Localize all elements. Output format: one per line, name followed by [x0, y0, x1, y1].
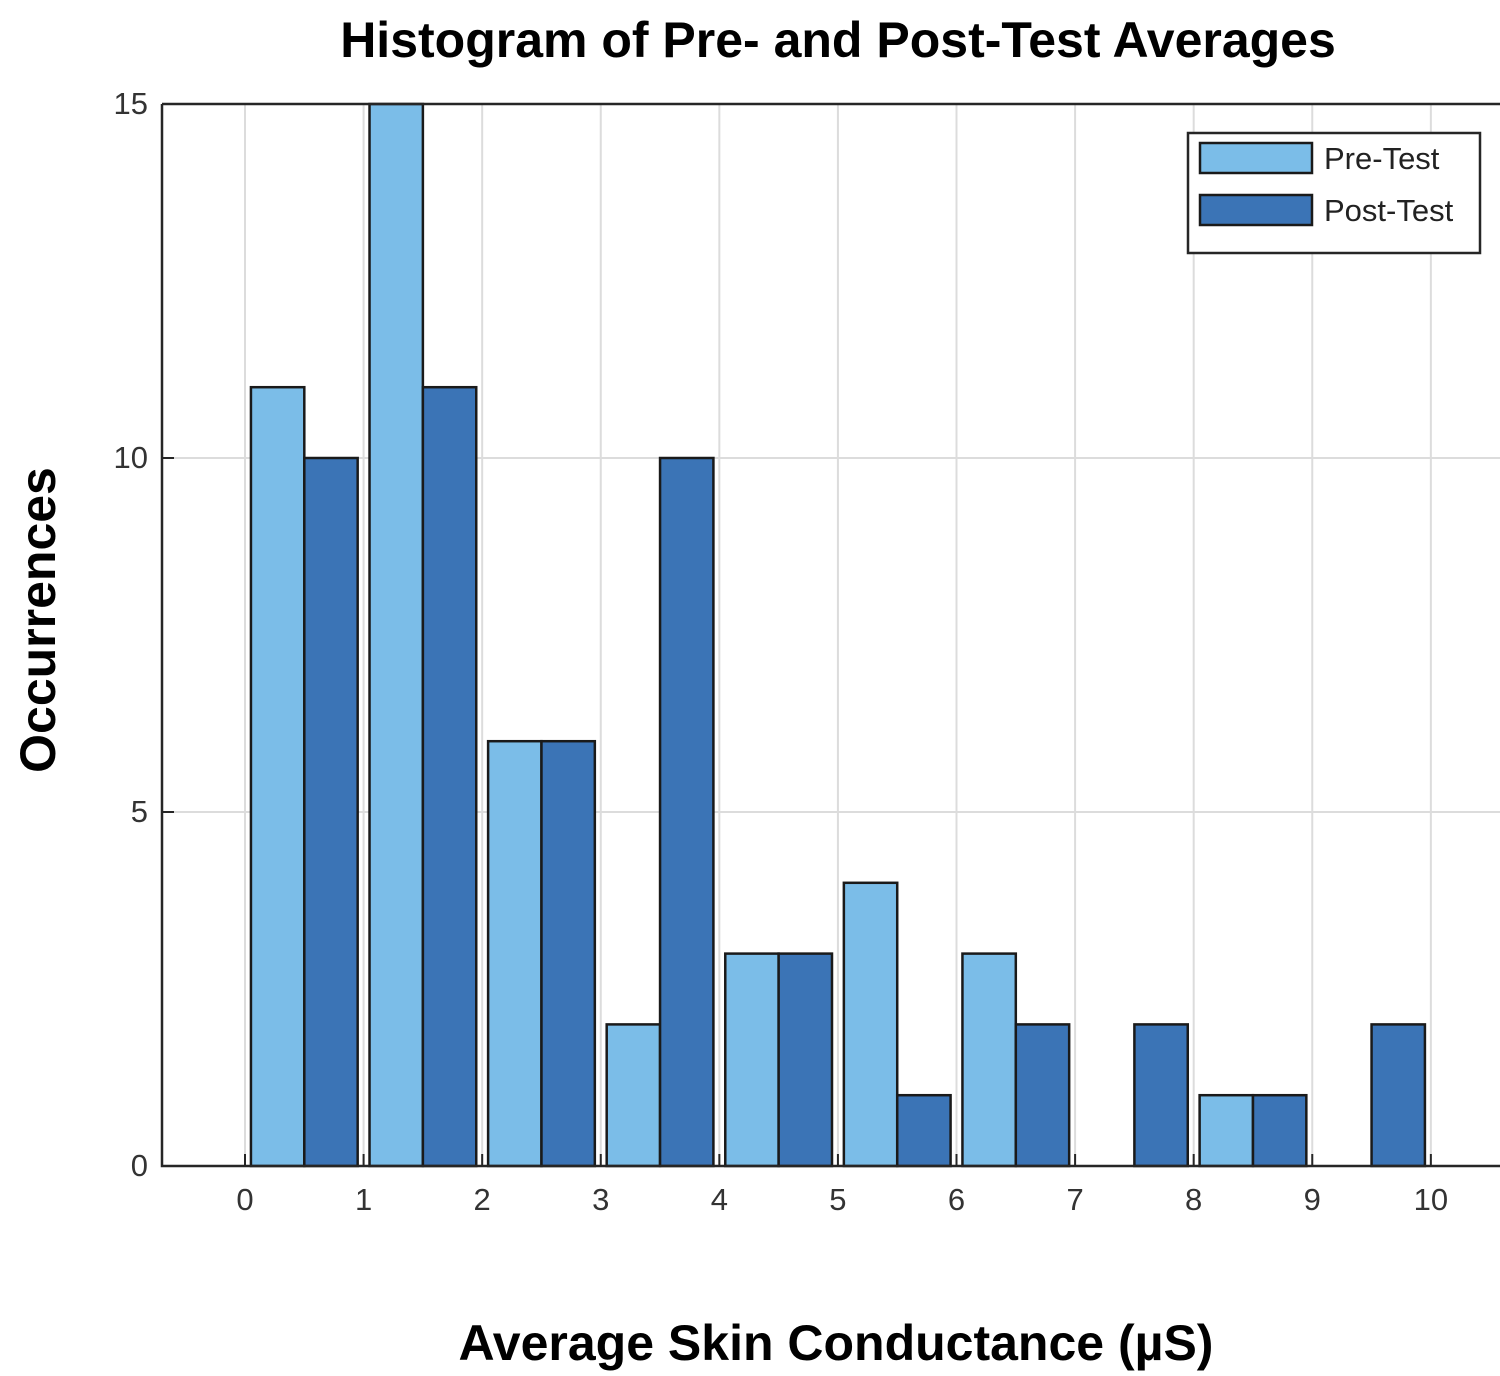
- x-tick-label: 8: [1185, 1182, 1202, 1217]
- bar-pre-test-bin-2: [486, 739, 543, 1168]
- bar-post-test-bin-5: [895, 1093, 952, 1168]
- x-tick-label: 1: [355, 1182, 372, 1217]
- chart-title: Histogram of Pre- and Post-Test Averages: [340, 12, 1336, 68]
- y-axis-label: Occurrences: [10, 467, 66, 773]
- x-tick-label: 0: [236, 1182, 253, 1217]
- y-tick-label: 10: [114, 440, 148, 475]
- bar-post-test-bin-6: [1014, 1023, 1071, 1168]
- bar-pre-test-bin-0: [249, 385, 306, 1168]
- legend: Pre-Test Post-Test: [1186, 131, 1482, 255]
- bar-pre-test-bin-4: [724, 952, 780, 1168]
- legend-label: Pre-Test: [1324, 141, 1440, 176]
- bar-pre-test-bin-8: [1198, 1093, 1255, 1168]
- ticks: 0 1 2 3 4 5 6 7 8 9 10 0 5 10 15: [114, 86, 1449, 1217]
- bar-post-test-bin-8: [1251, 1093, 1308, 1168]
- x-tick-label: 3: [592, 1182, 609, 1217]
- x-tick-label: 2: [474, 1182, 491, 1217]
- gridlines: [162, 104, 1500, 1166]
- x-axis-label: Average Skin Conductance (µS): [459, 1315, 1214, 1371]
- y-tick-label: 15: [114, 86, 148, 121]
- x-tick-label: 5: [829, 1182, 846, 1217]
- x-tick-label: 6: [948, 1182, 965, 1217]
- bar-post-test-bin-0: [303, 456, 359, 1168]
- bar-post-test-bin-1: [421, 385, 478, 1168]
- bar-post-test-bin-3: [658, 456, 715, 1168]
- x-tick-label: 9: [1304, 1182, 1321, 1217]
- bar-pre-test-bin-6: [961, 952, 1018, 1168]
- bar-pre-test-bin-1: [368, 102, 425, 1168]
- bar-post-test-bin-4: [777, 952, 834, 1168]
- bar-post-test-bin-9: [1370, 1023, 1427, 1168]
- x-tick-label: 7: [1066, 1182, 1083, 1217]
- bar-pre-test-bin-3: [605, 1023, 662, 1168]
- legend-swatch: [1198, 193, 1314, 227]
- bar-pre-test-bin-5: [842, 881, 899, 1168]
- bar-post-test-bin-7: [1133, 1023, 1190, 1168]
- y-tick-label: 0: [131, 1148, 148, 1183]
- x-tick-label: 10: [1414, 1182, 1448, 1217]
- bar-post-test-bin-2: [540, 739, 597, 1168]
- y-tick-label: 5: [131, 794, 148, 829]
- legend-label: Post-Test: [1324, 193, 1454, 228]
- x-tick-label: 4: [711, 1182, 728, 1217]
- legend-swatch: [1198, 141, 1314, 175]
- bars: [249, 102, 1427, 1168]
- plot-area: 0 1 2 3 4 5 6 7 8 9 10 0 5 10 15: [114, 86, 1500, 1217]
